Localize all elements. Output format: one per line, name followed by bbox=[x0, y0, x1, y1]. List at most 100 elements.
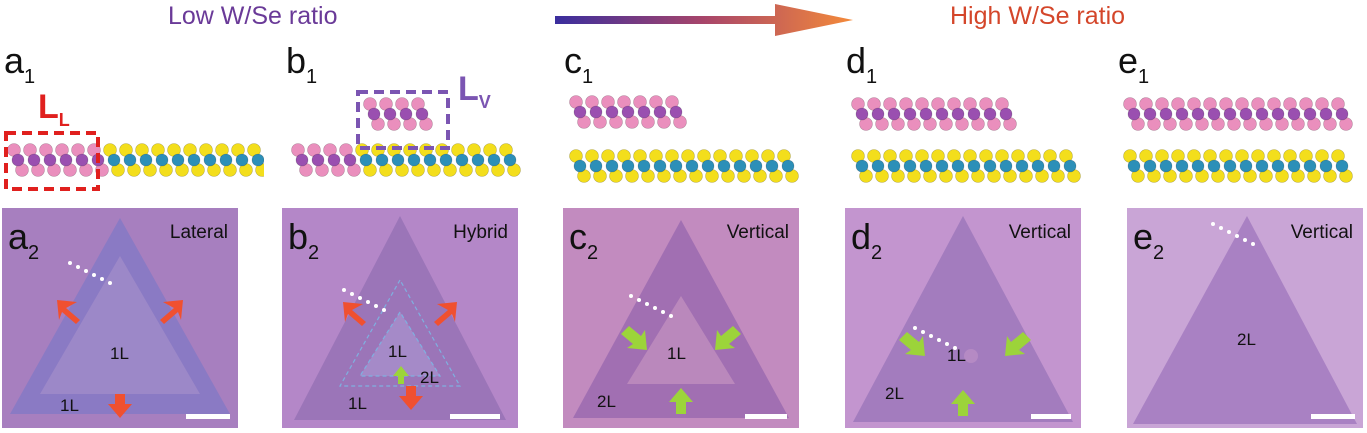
w-atom-top bbox=[919, 107, 933, 121]
w-atom-top bbox=[11, 153, 25, 167]
w-atom-top bbox=[1127, 107, 1141, 121]
w-atom bbox=[375, 153, 389, 167]
w-atom-top bbox=[935, 107, 949, 121]
w-atom-top bbox=[669, 105, 683, 119]
w-atom-top bbox=[999, 107, 1013, 121]
growth-arrow-icon bbox=[57, 300, 183, 418]
w-atom bbox=[203, 153, 217, 167]
w-atom bbox=[439, 153, 453, 167]
micrograph-image-c2 bbox=[563, 208, 799, 428]
atomic-structure-e1 bbox=[1123, 97, 1353, 183]
w-atom bbox=[1159, 159, 1173, 173]
w-atom-top bbox=[75, 153, 89, 167]
w-atom bbox=[1239, 159, 1253, 173]
w-atom-top bbox=[1159, 107, 1173, 121]
micrograph-image-b2 bbox=[282, 208, 518, 428]
w-atom bbox=[1223, 159, 1237, 173]
w-atom bbox=[999, 159, 1013, 173]
w-atom bbox=[781, 159, 795, 173]
w-atom bbox=[967, 159, 981, 173]
w-atom bbox=[235, 153, 249, 167]
w-atom bbox=[107, 153, 121, 167]
w-atom-top bbox=[1335, 107, 1349, 121]
w-atom bbox=[219, 153, 233, 167]
growth-arrow-icon bbox=[621, 326, 741, 414]
panel-e2-label: e2 bbox=[1133, 216, 1165, 264]
micrograph-d2: d2 Vertical 1L 2L bbox=[845, 208, 1081, 428]
panel-b2-label: b2 bbox=[288, 216, 320, 264]
w-atom bbox=[935, 159, 949, 173]
w-atom-top bbox=[1175, 107, 1189, 121]
growth-mode-label: Hybrid bbox=[453, 222, 508, 243]
w-atom bbox=[589, 159, 603, 173]
w-atom-top bbox=[27, 153, 41, 167]
panel-e1: e1 bbox=[1118, 40, 1367, 200]
layer-label: 2L bbox=[597, 392, 616, 411]
w-atom-top bbox=[367, 107, 381, 121]
w-atom-top bbox=[855, 107, 869, 121]
w-atom bbox=[155, 153, 169, 167]
panel-c2-label: c2 bbox=[569, 216, 599, 264]
w-atom-top bbox=[383, 107, 397, 121]
gradient-arrow-icon bbox=[555, 4, 853, 36]
panel-b1: b1 LV bbox=[286, 40, 546, 200]
w-atom bbox=[471, 153, 485, 167]
w-atom-top bbox=[327, 153, 341, 167]
w-atom bbox=[573, 159, 587, 173]
w-atom bbox=[1335, 159, 1349, 173]
w-atom-top bbox=[343, 153, 357, 167]
w-atom-top bbox=[1255, 107, 1269, 121]
w-atom bbox=[733, 159, 747, 173]
growth-mode-label: Vertical bbox=[1290, 222, 1353, 243]
w-atom bbox=[685, 159, 699, 173]
w-atom bbox=[1175, 159, 1189, 173]
w-atom bbox=[391, 153, 405, 167]
w-atom bbox=[653, 159, 667, 173]
micrograph-a2: a2 Lateral 1L 1L bbox=[2, 208, 238, 428]
growth-mode-label: Vertical bbox=[726, 222, 789, 243]
w-atom bbox=[1303, 159, 1317, 173]
w-atom bbox=[1047, 159, 1061, 173]
w-atom bbox=[749, 159, 763, 173]
w-atom bbox=[1287, 159, 1301, 173]
layer-label: 1L bbox=[348, 394, 367, 413]
w-atom bbox=[251, 153, 264, 167]
w-atom-top bbox=[399, 107, 413, 121]
layer-label: 2L bbox=[885, 384, 904, 403]
w-atom-top bbox=[295, 153, 309, 167]
panel-b1-label: b1 bbox=[286, 40, 318, 88]
vertical-box bbox=[356, 90, 450, 150]
growth-arrow-icon bbox=[343, 302, 457, 410]
atomic-structure-a1 bbox=[4, 131, 264, 191]
growth-arrow-icon bbox=[899, 332, 1031, 416]
layer-label: 1L bbox=[947, 346, 966, 365]
layer-label: 2L bbox=[420, 368, 439, 387]
scale-bar bbox=[450, 414, 500, 419]
vertical-length-label: LV bbox=[458, 70, 491, 112]
panel-a1: a1 LL bbox=[4, 40, 264, 200]
w-atom-top bbox=[1143, 107, 1157, 121]
panel-a1-label: a1 bbox=[4, 40, 36, 88]
w-atom bbox=[1319, 159, 1333, 173]
layer-label: 1L bbox=[667, 344, 686, 363]
w-atom bbox=[951, 159, 965, 173]
w-atom bbox=[503, 153, 517, 167]
w-atom bbox=[171, 153, 185, 167]
w-atom bbox=[455, 153, 469, 167]
high-ratio-label: High W/Se ratio bbox=[950, 2, 1126, 30]
w-atom-top bbox=[967, 107, 981, 121]
w-atom-top bbox=[605, 105, 619, 119]
w-atom bbox=[855, 159, 869, 173]
atomic-structure-d1 bbox=[851, 97, 1081, 183]
w-atom-top bbox=[1191, 107, 1205, 121]
w-atom bbox=[123, 153, 137, 167]
w-atom-top bbox=[43, 153, 57, 167]
panel-c1-label: c1 bbox=[564, 40, 594, 88]
micrograph-b2: b2 Hybrid 1L 2L 1L bbox=[282, 208, 518, 428]
w-atom bbox=[407, 153, 421, 167]
w-atom bbox=[887, 159, 901, 173]
w-atom-top bbox=[637, 105, 651, 119]
w-atom-top bbox=[573, 105, 587, 119]
w-atom bbox=[487, 153, 501, 167]
w-atom bbox=[359, 153, 373, 167]
